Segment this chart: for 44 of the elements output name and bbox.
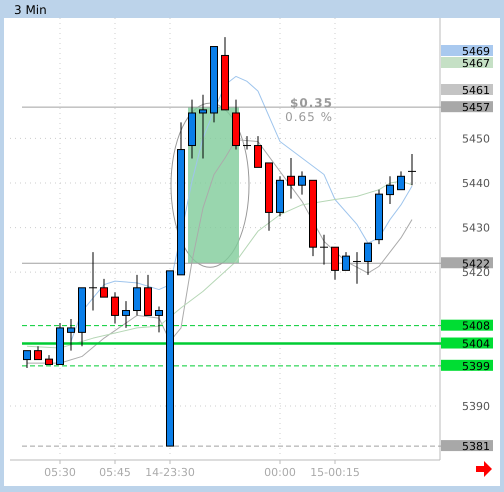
- candlestick: [242, 136, 252, 150]
- candlestick: [199, 94, 207, 159]
- y-tick-label: 5440: [462, 176, 490, 190]
- candlestick: [111, 292, 119, 324]
- candlestick: [155, 306, 163, 333]
- x-tick-label: 14-23:30: [145, 466, 195, 479]
- candlestick: [100, 278, 108, 298]
- ref-line-label: 5381: [462, 440, 490, 454]
- ref-line-label: 5408: [462, 320, 490, 333]
- y-tick-label: 5430: [462, 222, 490, 235]
- candlestick: [386, 176, 394, 204]
- candlestick: [331, 246, 339, 280]
- candlestick: [45, 354, 53, 365]
- annotation: 0.65 %: [285, 110, 333, 124]
- candlestick: [352, 252, 362, 284]
- candlestick: [320, 234, 328, 266]
- ref-line-label: 5399: [462, 360, 490, 373]
- candlestick: [67, 318, 75, 352]
- y-tick-label: 5450: [462, 132, 490, 146]
- ref-line-label: 5457: [462, 101, 490, 114]
- y-tick-label: 5420: [462, 266, 490, 280]
- candlestick: [364, 242, 372, 276]
- candlestick: [34, 346, 42, 360]
- candlestick: [298, 170, 306, 196]
- ref-line-label: 5404: [462, 338, 490, 351]
- candlestick: [397, 170, 405, 190]
- text: 5469: [462, 45, 490, 58]
- y-tick-label: 5390: [462, 400, 490, 413]
- candlestick: [122, 300, 130, 328]
- chart-title: 3 Min: [14, 3, 47, 17]
- candlestick: [88, 252, 98, 312]
- candlestick: [254, 136, 262, 168]
- candlestick: [23, 350, 31, 369]
- text: 5461: [462, 84, 490, 97]
- candlestick: [342, 252, 350, 271]
- text: 5467: [462, 57, 490, 70]
- candlestick: [287, 158, 295, 200]
- x-tick-label: 05:45: [99, 466, 131, 479]
- candlestick: [133, 274, 141, 316]
- annotation: $0.35: [290, 96, 333, 110]
- x-tick-label: 05:30: [44, 466, 76, 479]
- candlestick: [408, 154, 416, 186]
- x-tick-label: 15-00:15: [310, 466, 360, 479]
- x-tick-label: 00:00: [264, 466, 296, 479]
